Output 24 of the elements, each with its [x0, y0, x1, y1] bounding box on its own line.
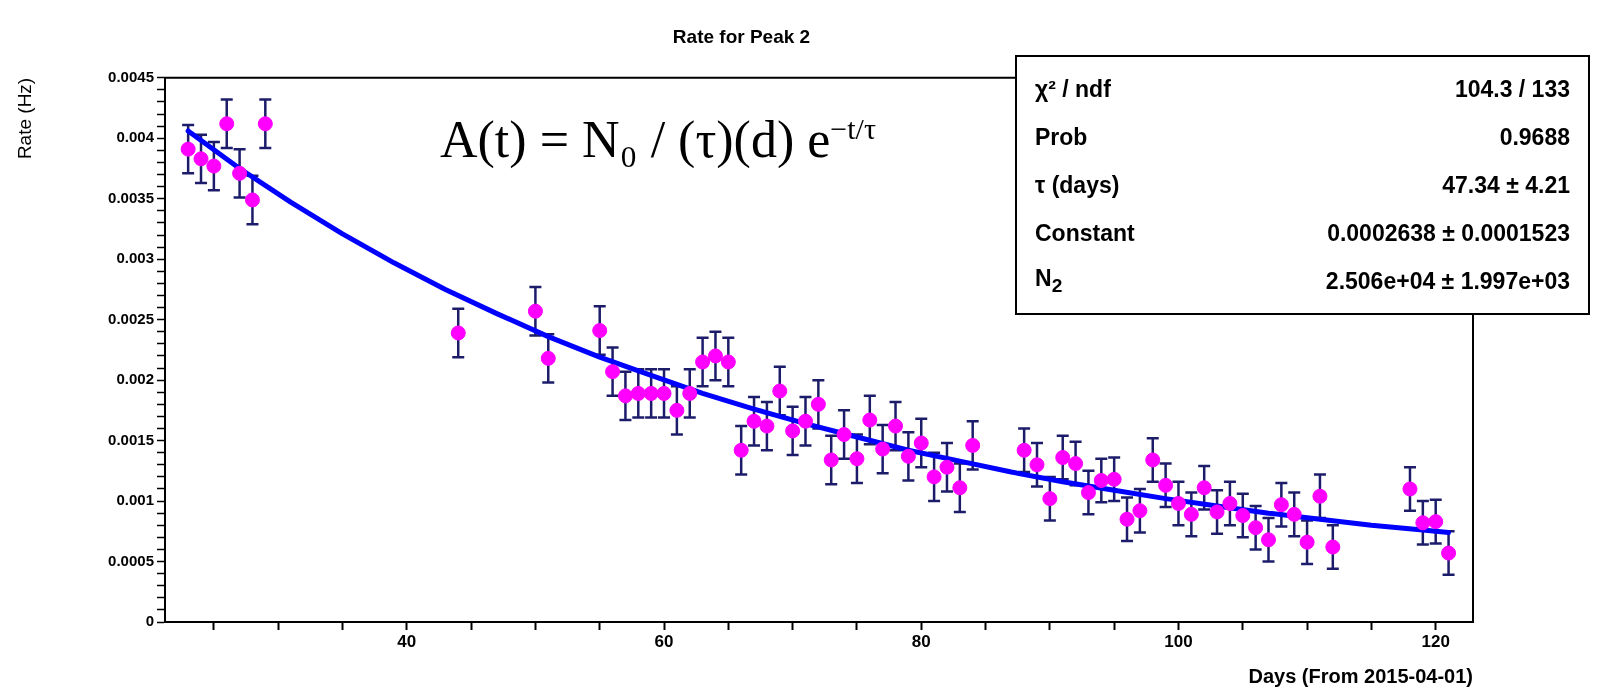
- y-tick-label: 0.002: [116, 370, 154, 388]
- text: Prob 0.9688: [1035, 123, 1570, 150]
- x-tick-label: 80: [911, 631, 931, 651]
- y-tick-label: 0.001: [116, 491, 154, 509]
- x-axis-title: Days (From 2015-04-01): [1248, 664, 1473, 687]
- x-tick-label: 120: [1421, 631, 1450, 651]
- y-axis-title: Rate (Hz): [13, 77, 35, 160]
- text: N$_{2}$ 2.506e+04 ± 1.997e+03: [1035, 265, 1570, 296]
- x-tick-label: 40: [397, 631, 417, 651]
- y-tick-label: 0.0035: [108, 188, 154, 206]
- text: τ (days) 47.34 ± 4.21: [1035, 171, 1570, 198]
- x-tick-label: 60: [654, 631, 674, 651]
- y-tick-label: 0.0025: [108, 309, 154, 327]
- y-tick-label: 0.003: [116, 249, 154, 267]
- chart-title: Rate for Peak 2: [672, 25, 811, 47]
- y-tick-label: 0.0045: [108, 67, 154, 85]
- formula-text: A(t) = N₀ / (τ)(d) e$^{−t/τ}$: [440, 110, 876, 169]
- y-tick-label: 0.0005: [108, 551, 154, 569]
- text: Constant 0.0002638 ± 0.0001523: [1035, 219, 1570, 246]
- y-tick-label: 0: [145, 612, 154, 630]
- x-tick-label: 100: [1164, 631, 1193, 651]
- text: χ² / ndf 104.3 / 133: [1035, 75, 1570, 102]
- y-tick-label: 0.004: [116, 128, 155, 146]
- y-tick-label: 0.0015: [108, 430, 154, 448]
